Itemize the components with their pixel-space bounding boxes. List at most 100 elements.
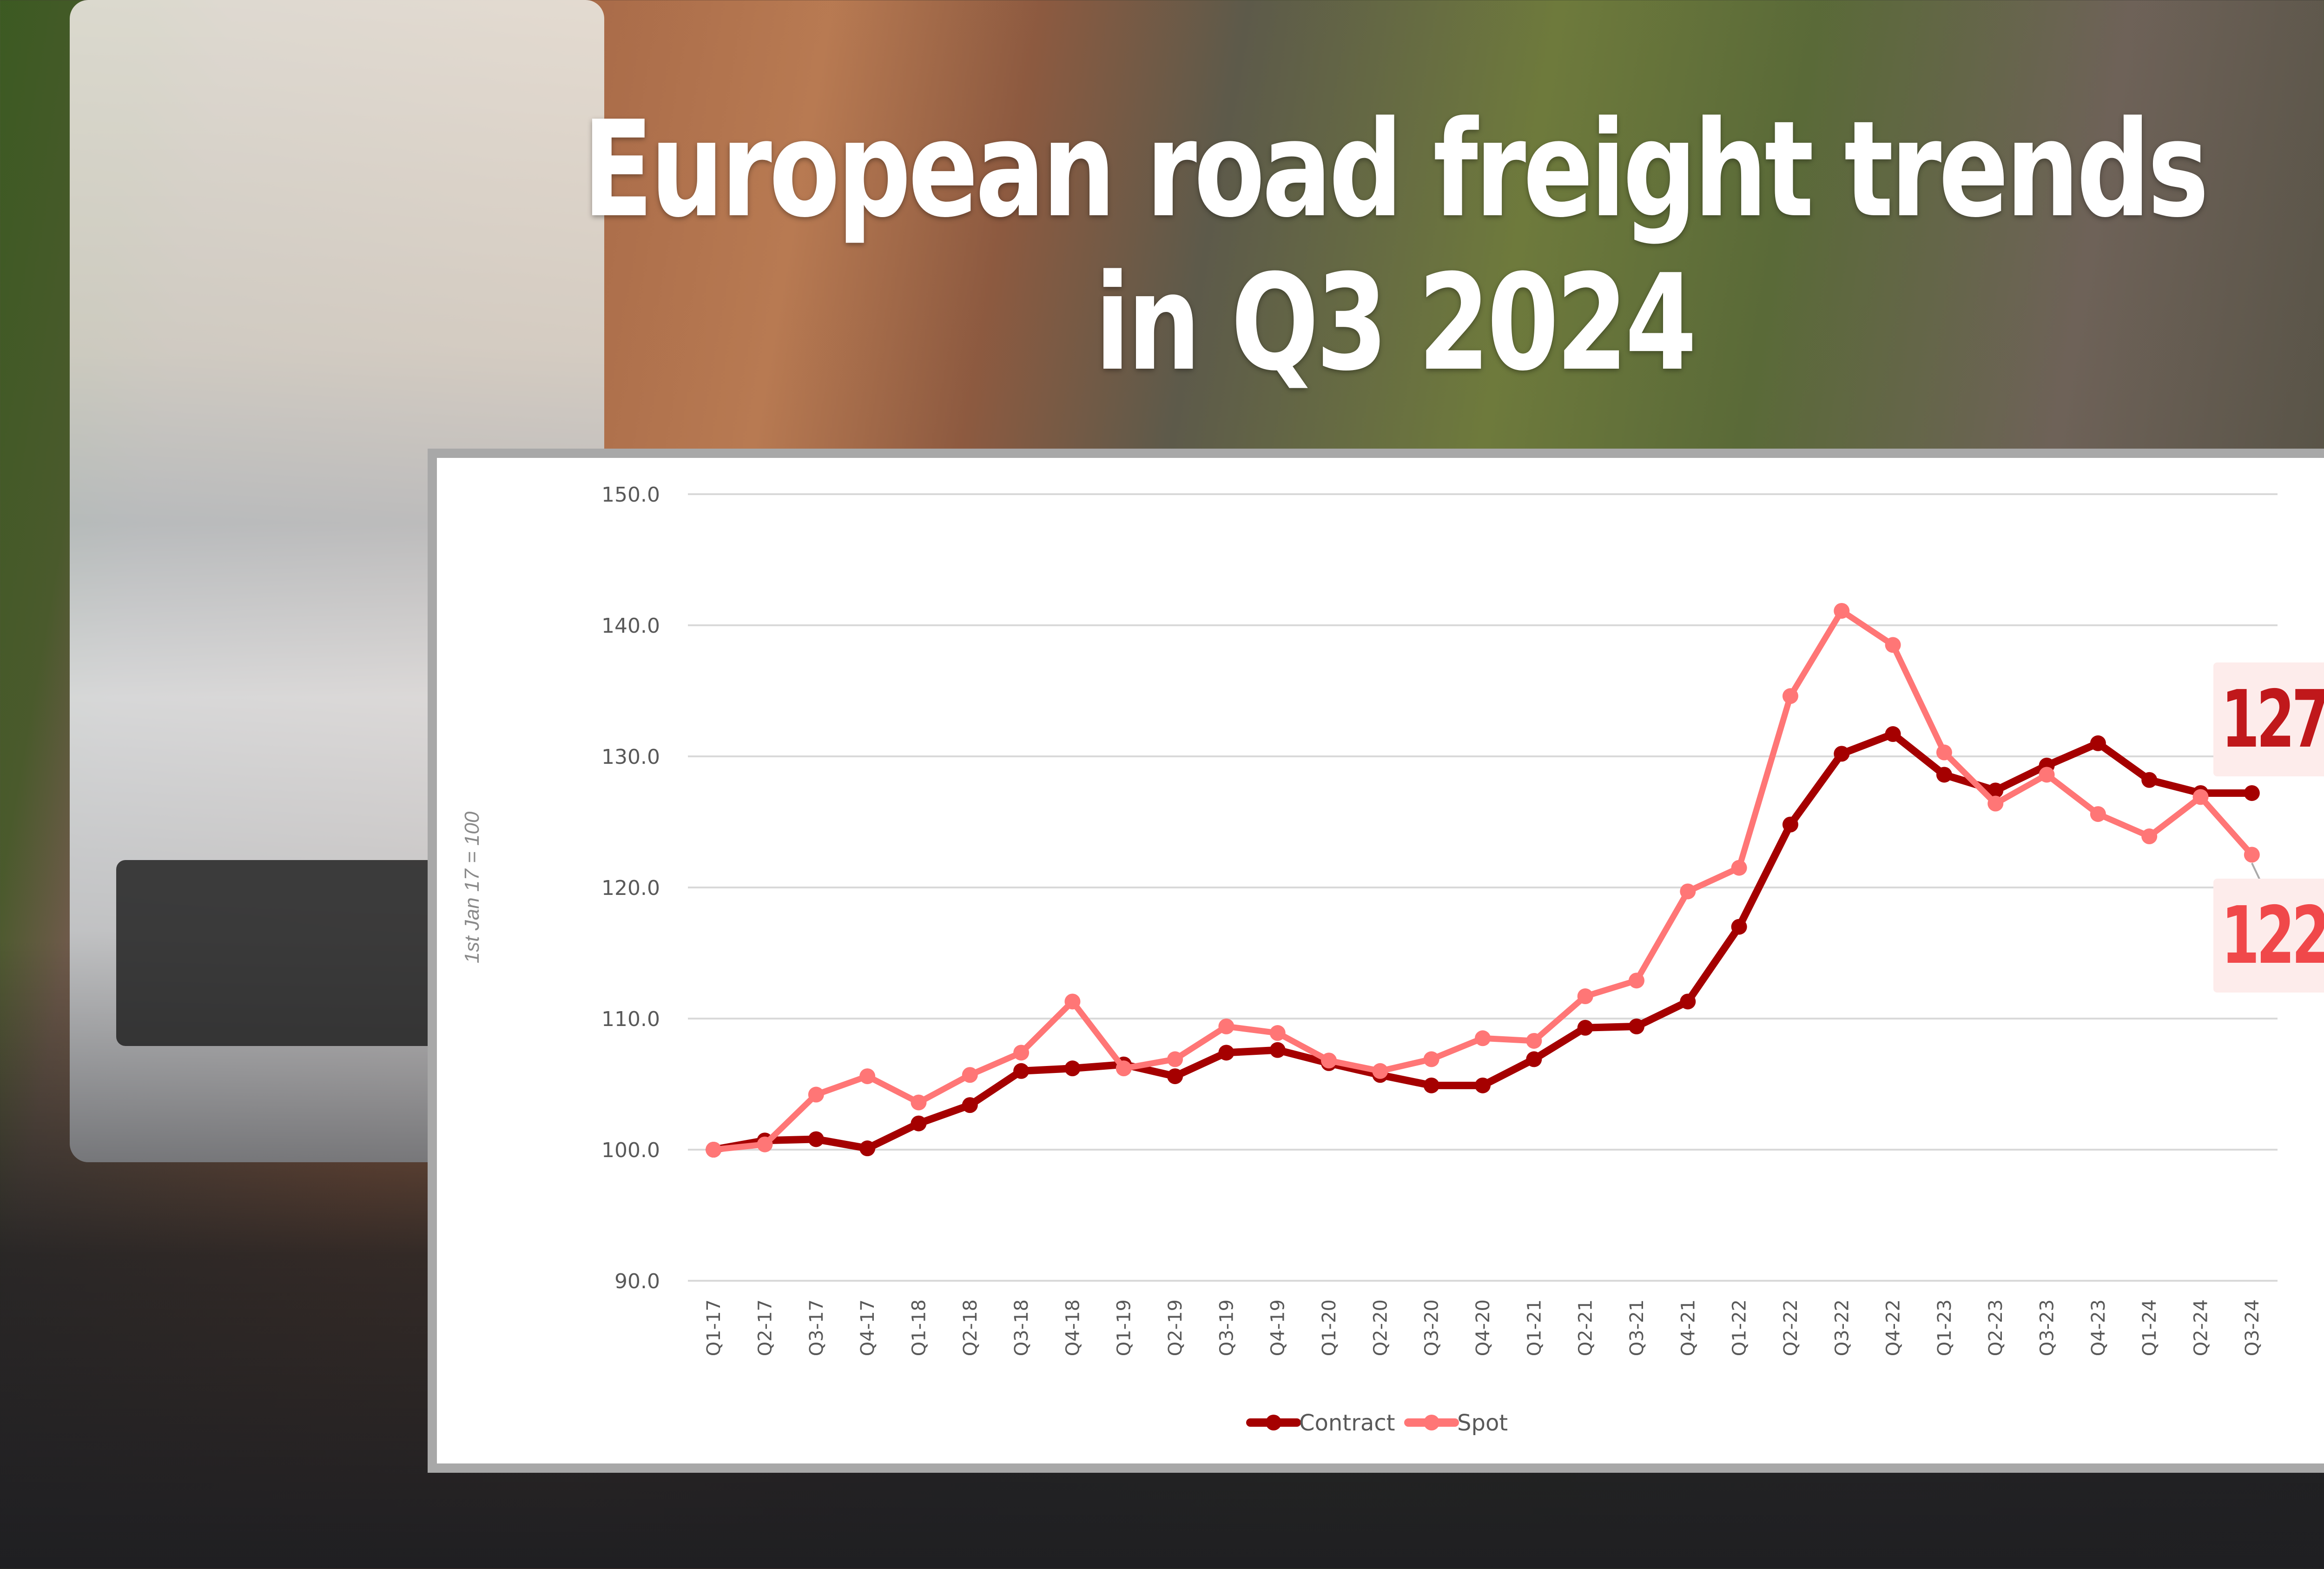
data-point xyxy=(1013,1045,1030,1061)
title-line-2: in Q3 2024 xyxy=(1095,246,1697,400)
x-tick-label: Q3-20 xyxy=(1421,1299,1443,1356)
data-point xyxy=(808,1131,824,1147)
legend-contract-marker xyxy=(1266,1415,1281,1430)
data-point xyxy=(1628,1018,1644,1034)
data-point xyxy=(2039,767,2055,783)
data-point xyxy=(1167,1051,1183,1067)
spot-value-badge: 122 xyxy=(2213,879,2324,993)
data-point xyxy=(1064,993,1081,1010)
legend-spot-marker xyxy=(1424,1415,1439,1430)
y-axis-label: 1st Jan 17 = 100 xyxy=(461,811,483,963)
data-point xyxy=(911,1115,927,1132)
data-point xyxy=(1475,1077,1491,1093)
x-tick-label: Q1-22 xyxy=(1729,1299,1750,1356)
data-point xyxy=(1628,973,1644,989)
y-tick-label: 120.0 xyxy=(601,876,660,900)
data-point xyxy=(1987,782,2004,799)
data-point xyxy=(1834,602,1850,619)
x-tick-label: Q2-24 xyxy=(2191,1299,2212,1356)
data-point xyxy=(2192,789,2209,805)
series-line-spot xyxy=(713,608,2254,1153)
x-tick-label: Q2-20 xyxy=(1370,1299,1391,1356)
x-tick-label: Q2-17 xyxy=(754,1299,776,1356)
data-point xyxy=(1731,860,1747,876)
data-point xyxy=(962,1097,978,1113)
data-point xyxy=(1987,795,2004,812)
spot-badge-text: 122 xyxy=(2221,889,2324,982)
data-point xyxy=(1782,688,1798,704)
title-line-1: European road freight trends xyxy=(582,93,2209,247)
data-point xyxy=(1372,1063,1388,1079)
data-point xyxy=(1834,746,1850,762)
data-point xyxy=(1731,919,1747,935)
data-point xyxy=(1423,1077,1439,1093)
data-point xyxy=(1269,1025,1286,1041)
x-tick-label: Q3-24 xyxy=(2242,1299,2263,1356)
data-point xyxy=(1321,1053,1337,1069)
data-point xyxy=(1936,767,1952,783)
x-tick-label: Q3-17 xyxy=(806,1299,827,1356)
x-tick-label: Q4-22 xyxy=(1883,1299,1904,1356)
y-tick-label: 140.0 xyxy=(601,614,660,638)
data-point xyxy=(1885,726,1901,742)
x-tick-label: Q2-18 xyxy=(960,1299,981,1356)
chart-frame: 90.0 100.0 110.0 120.0 130.0 140.0 150.0 1st Ja… xyxy=(428,449,2324,1473)
data-point xyxy=(2090,735,2106,751)
data-point xyxy=(1680,883,1696,900)
x-tick-label: Q2-23 xyxy=(1985,1299,2007,1356)
data-point xyxy=(1526,1033,1542,1049)
x-tick-label: Q3-19 xyxy=(1216,1299,1237,1356)
legend-spot-label: Spot xyxy=(1457,1410,1508,1436)
x-tick-label: Q2-19 xyxy=(1165,1299,1186,1356)
line-chart: 90.0 100.0 110.0 120.0 130.0 140.0 150.0 1st Ja… xyxy=(461,483,2278,1436)
data-point xyxy=(962,1067,978,1083)
data-point xyxy=(859,1068,876,1085)
data-point xyxy=(1885,637,1901,653)
x-tick-label: Q1-21 xyxy=(1524,1299,1545,1356)
data-point xyxy=(1526,1051,1542,1067)
y-tick-label: 90.0 xyxy=(614,1270,660,1293)
data-point xyxy=(2141,772,2158,788)
y-tick-label: 100.0 xyxy=(601,1139,660,1162)
data-point xyxy=(1013,1063,1030,1079)
x-tick-label: Q1-18 xyxy=(908,1299,930,1356)
x-tick-label: Q1-20 xyxy=(1319,1299,1340,1356)
data-point xyxy=(1577,988,1593,1005)
data-point xyxy=(859,1140,876,1157)
data-point xyxy=(1475,1030,1491,1046)
x-tick-label: Q1-23 xyxy=(1934,1299,1955,1356)
data-point xyxy=(1577,1020,1593,1036)
contract-value-badge: 127 xyxy=(2213,662,2324,776)
data-point xyxy=(1423,1051,1439,1067)
x-tick-label: Q3-21 xyxy=(1626,1299,1648,1356)
data-point xyxy=(1116,1060,1132,1077)
data-point xyxy=(757,1136,773,1152)
x-tick-label: Q1-19 xyxy=(1114,1299,1135,1356)
data-point xyxy=(1218,1045,1235,1061)
data-point xyxy=(1936,744,1952,761)
x-tick-label: Q3-18 xyxy=(1011,1299,1032,1356)
x-tick-label: Q1-17 xyxy=(703,1299,725,1356)
contract-badge-text: 127 xyxy=(2221,673,2324,766)
truck-grill xyxy=(116,860,442,1046)
data-point xyxy=(808,1086,824,1103)
data-point xyxy=(911,1094,927,1111)
x-tick-label: Q1-24 xyxy=(2139,1299,2160,1356)
data-point xyxy=(1269,1042,1286,1058)
data-point xyxy=(1064,1060,1081,1077)
x-tick-label: Q2-21 xyxy=(1575,1299,1597,1356)
x-tick-label: Q4-20 xyxy=(1472,1299,1494,1356)
y-tick-label: 130.0 xyxy=(601,745,660,769)
data-point xyxy=(1167,1068,1183,1085)
data-point xyxy=(2244,785,2260,801)
data-point xyxy=(2244,847,2260,863)
chart-panel: 90.0 100.0 110.0 120.0 130.0 140.0 150.0 1st Ja… xyxy=(437,458,2324,1463)
data-point xyxy=(2141,828,2158,845)
x-tick-label: Q3-23 xyxy=(2037,1299,2058,1356)
data-point xyxy=(2090,806,2106,822)
x-tick-label: Q4-17 xyxy=(857,1299,878,1356)
page-title: European road freight trends in Q3 2024 xyxy=(307,93,2324,400)
data-point xyxy=(1782,816,1798,833)
x-tick-label: Q4-21 xyxy=(1677,1299,1699,1356)
y-tick-label: 150.0 xyxy=(601,483,660,507)
